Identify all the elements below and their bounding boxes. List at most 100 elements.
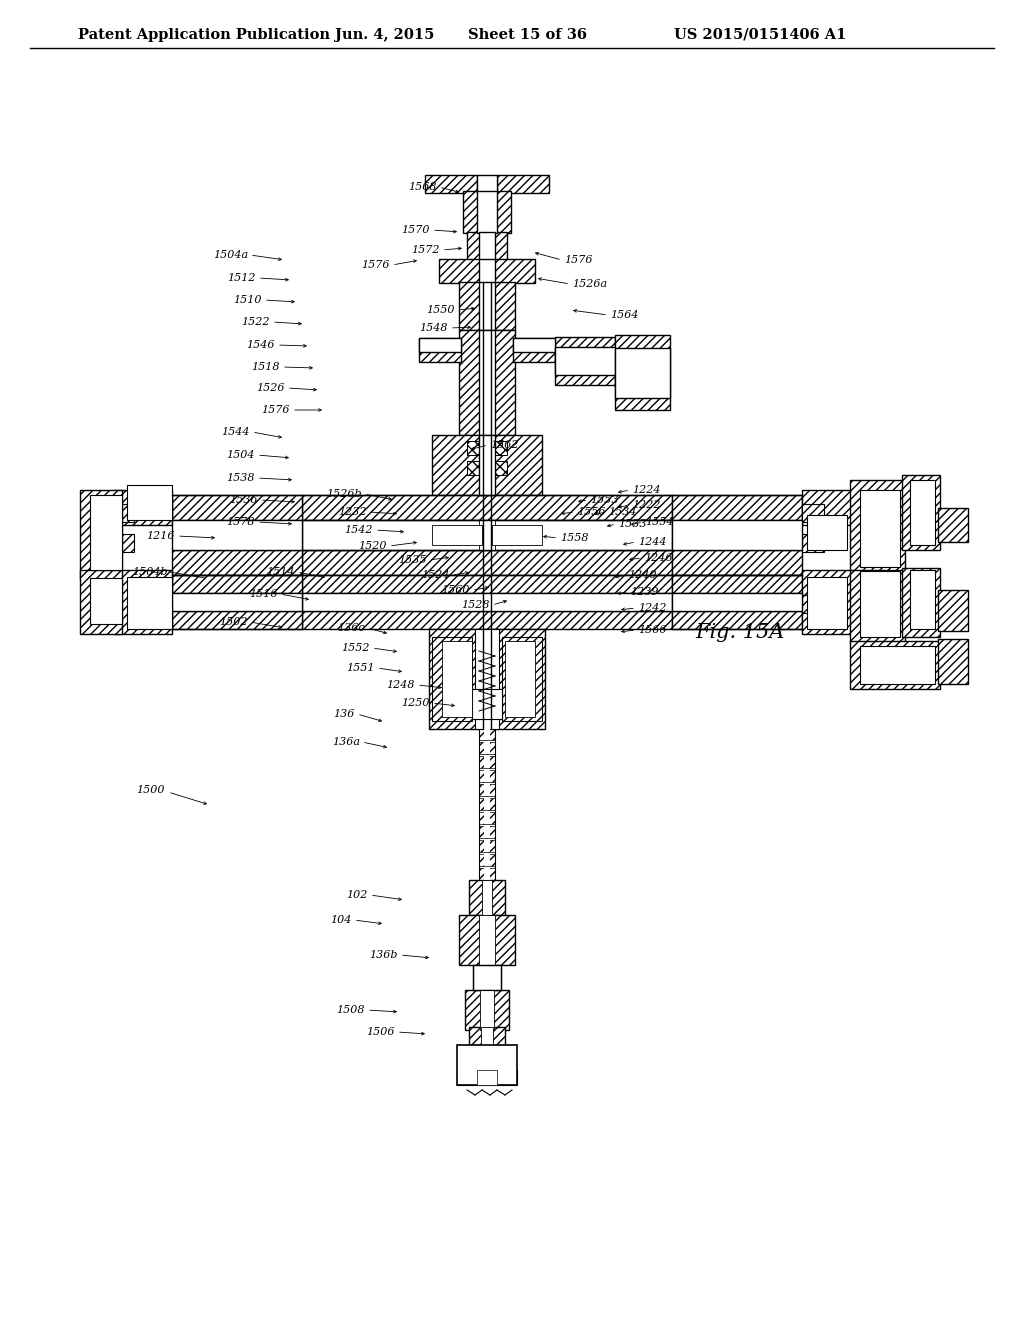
Bar xyxy=(467,461,507,475)
Text: 1551: 1551 xyxy=(346,663,375,673)
Bar xyxy=(479,799,495,810)
Bar xyxy=(479,784,495,796)
Bar xyxy=(484,869,490,880)
Bar xyxy=(479,770,495,781)
Bar xyxy=(672,520,802,550)
Text: 1544: 1544 xyxy=(221,426,250,437)
Bar xyxy=(473,965,501,990)
Bar xyxy=(481,1027,493,1045)
Bar xyxy=(172,495,302,520)
Bar xyxy=(505,642,535,717)
Bar xyxy=(477,1071,497,1085)
Bar xyxy=(807,577,847,630)
Text: 1526: 1526 xyxy=(256,383,285,393)
Text: 1534: 1534 xyxy=(608,507,637,517)
Bar xyxy=(902,568,940,638)
Bar xyxy=(555,337,615,385)
Text: 1242: 1242 xyxy=(638,603,667,612)
Bar xyxy=(114,490,172,525)
Bar xyxy=(172,593,302,611)
Bar xyxy=(479,729,495,741)
Text: 1536: 1536 xyxy=(229,495,258,506)
Text: 1250: 1250 xyxy=(401,698,430,708)
Bar xyxy=(419,338,461,362)
Bar xyxy=(484,729,490,741)
Bar xyxy=(114,504,134,521)
Bar xyxy=(479,840,495,851)
Bar xyxy=(127,484,172,520)
Text: 1554: 1554 xyxy=(645,517,674,527)
Bar xyxy=(492,521,547,548)
Bar xyxy=(90,495,122,570)
Text: 1538: 1538 xyxy=(226,473,255,483)
Bar xyxy=(938,508,968,543)
Text: 1572: 1572 xyxy=(412,246,440,255)
Bar xyxy=(860,490,900,568)
Text: 1516: 1516 xyxy=(250,589,278,599)
Text: 1244: 1244 xyxy=(638,537,667,546)
Text: 136b: 136b xyxy=(370,950,398,960)
Bar xyxy=(807,515,847,550)
Text: 1558: 1558 xyxy=(560,533,589,543)
Bar xyxy=(672,611,802,630)
Text: 1510: 1510 xyxy=(233,294,262,305)
Bar xyxy=(457,1071,517,1085)
Bar xyxy=(425,176,477,193)
Text: 1535: 1535 xyxy=(398,554,427,565)
Bar xyxy=(850,642,940,689)
Text: 1502: 1502 xyxy=(219,616,248,627)
Bar xyxy=(479,854,495,866)
Bar xyxy=(902,475,940,550)
Bar xyxy=(90,578,122,624)
Text: 1520: 1520 xyxy=(358,541,387,550)
Bar xyxy=(484,854,490,866)
Text: 1216: 1216 xyxy=(146,531,175,541)
Text: Patent Application Publication: Patent Application Publication xyxy=(78,28,330,42)
Text: 1578: 1578 xyxy=(226,517,255,527)
Bar xyxy=(484,812,490,824)
Bar xyxy=(802,490,852,525)
Bar xyxy=(484,770,490,781)
Bar xyxy=(860,572,900,638)
Text: 1514: 1514 xyxy=(266,568,295,577)
Text: 136: 136 xyxy=(334,709,355,719)
Text: 1224: 1224 xyxy=(632,484,660,495)
Bar xyxy=(910,570,935,630)
Text: 136c: 136c xyxy=(337,623,365,634)
Bar xyxy=(850,570,905,644)
Text: 1524: 1524 xyxy=(422,570,450,579)
Text: 1506: 1506 xyxy=(367,1027,395,1038)
Bar xyxy=(472,689,502,719)
Text: 1522: 1522 xyxy=(242,317,270,327)
Bar xyxy=(484,799,490,810)
Text: 1560: 1560 xyxy=(441,585,470,595)
Bar xyxy=(479,330,495,436)
Bar xyxy=(467,232,507,260)
Text: 1576: 1576 xyxy=(361,260,390,271)
Text: 1570: 1570 xyxy=(401,224,430,235)
Text: 1528: 1528 xyxy=(462,601,490,610)
Text: 1239: 1239 xyxy=(630,587,658,597)
Bar xyxy=(513,338,555,362)
Bar xyxy=(492,525,542,545)
Text: 1550: 1550 xyxy=(427,305,455,315)
Bar xyxy=(479,232,495,260)
Bar xyxy=(479,915,495,965)
Bar xyxy=(555,347,615,375)
Bar xyxy=(484,826,490,838)
Bar xyxy=(172,520,302,550)
Bar xyxy=(114,570,172,634)
Bar xyxy=(114,535,134,552)
Bar xyxy=(910,480,935,545)
Text: 1526b: 1526b xyxy=(327,488,362,499)
Bar xyxy=(850,480,905,576)
Text: 1542: 1542 xyxy=(344,525,373,535)
Bar xyxy=(672,550,802,576)
Bar xyxy=(439,259,535,282)
Bar xyxy=(479,282,495,330)
Text: 1526a: 1526a xyxy=(572,279,607,289)
Bar xyxy=(497,176,549,193)
Text: 1500: 1500 xyxy=(136,785,165,795)
Bar xyxy=(419,338,461,352)
Bar xyxy=(477,176,497,193)
